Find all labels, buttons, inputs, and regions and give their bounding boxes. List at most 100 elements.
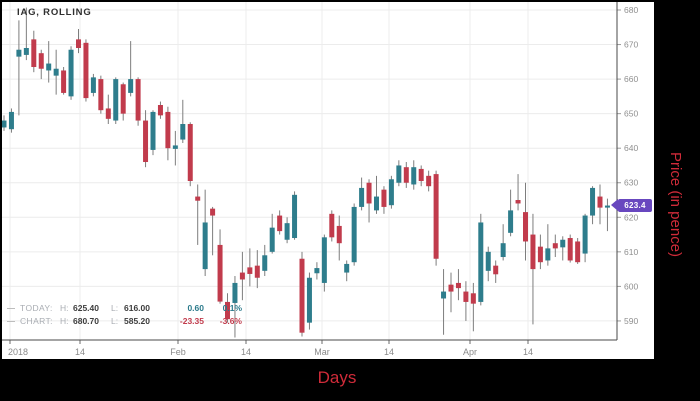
candle-body[interactable] bbox=[23, 48, 29, 55]
candle-body[interactable] bbox=[187, 124, 193, 182]
candle-body[interactable] bbox=[411, 167, 417, 185]
candle-body[interactable] bbox=[299, 258, 305, 333]
candle-body[interactable] bbox=[157, 105, 163, 116]
candle-body[interactable] bbox=[485, 251, 491, 271]
y-tick-label: 640 bbox=[624, 143, 638, 153]
y-tick-label: 620 bbox=[624, 212, 638, 222]
candle-body[interactable] bbox=[433, 174, 439, 259]
candle-body[interactable] bbox=[448, 284, 454, 292]
candle-body[interactable] bbox=[172, 145, 178, 149]
candle-body[interactable] bbox=[247, 267, 253, 274]
candle-body[interactable] bbox=[523, 212, 528, 242]
candle-body[interactable] bbox=[582, 215, 588, 254]
today-label: TODAY: bbox=[20, 303, 53, 313]
candle-body[interactable] bbox=[597, 196, 603, 208]
candlestick-chart[interactable]: 680 670 660 650 640 630 620 610 600 590 2018 14 Feb 1… bbox=[2, 2, 654, 359]
chart-symbol-title: IAG, ROLLING bbox=[17, 7, 92, 18]
candle-body[interactable] bbox=[98, 79, 104, 111]
candle-body[interactable] bbox=[321, 237, 327, 283]
candle-body[interactable] bbox=[232, 282, 238, 303]
candle-body[interactable] bbox=[396, 165, 402, 183]
candle-body[interactable] bbox=[16, 49, 22, 57]
candle-body[interactable] bbox=[120, 84, 126, 114]
candle-body[interactable] bbox=[195, 196, 201, 201]
candle-body[interactable] bbox=[31, 39, 37, 68]
candle-body[interactable] bbox=[180, 124, 186, 140]
candle-body[interactable] bbox=[113, 79, 119, 121]
candle-body[interactable] bbox=[441, 291, 447, 299]
candle-body[interactable] bbox=[38, 53, 44, 69]
candle-body[interactable] bbox=[53, 68, 59, 76]
y-tick-label: 590 bbox=[624, 316, 638, 326]
candle-body[interactable] bbox=[277, 215, 283, 232]
candle-body[interactable] bbox=[284, 223, 290, 240]
candle-body[interactable] bbox=[567, 238, 573, 261]
candle-body[interactable] bbox=[418, 168, 424, 182]
candle-body[interactable] bbox=[344, 263, 350, 273]
candle-body[interactable] bbox=[150, 111, 156, 150]
x-tick-label: Mar bbox=[314, 347, 330, 357]
candle-body[interactable] bbox=[61, 70, 67, 93]
today-high-value: 625.40 bbox=[73, 303, 99, 313]
candle-body[interactable] bbox=[254, 265, 260, 278]
candle-body[interactable] bbox=[68, 49, 74, 97]
candle-body[interactable] bbox=[314, 268, 320, 274]
candle-body[interactable] bbox=[374, 196, 379, 211]
candle-body[interactable] bbox=[508, 210, 514, 233]
chart-low-label: L: bbox=[111, 316, 119, 326]
candle-body[interactable] bbox=[604, 205, 610, 208]
candle-body[interactable] bbox=[515, 200, 521, 204]
candle-body[interactable] bbox=[239, 272, 245, 280]
x-tick-label: 14 bbox=[523, 347, 533, 357]
candle-body[interactable] bbox=[225, 301, 230, 320]
candle-body[interactable] bbox=[329, 213, 335, 238]
candle-body[interactable] bbox=[552, 243, 558, 249]
candle-body[interactable] bbox=[493, 265, 499, 275]
candle-body[interactable] bbox=[202, 222, 208, 270]
candle-body[interactable] bbox=[217, 244, 223, 302]
candle-body[interactable] bbox=[128, 79, 134, 93]
candle-body[interactable] bbox=[500, 243, 506, 258]
candle-body[interactable] bbox=[8, 111, 14, 130]
candle-body[interactable] bbox=[306, 277, 312, 323]
candle-body[interactable] bbox=[2, 120, 7, 128]
candle-body[interactable] bbox=[366, 182, 372, 204]
candle-body[interactable] bbox=[455, 282, 461, 289]
candle-body[interactable] bbox=[210, 208, 216, 216]
candle-body[interactable] bbox=[470, 293, 476, 304]
y-axis-title: Price (in pence) bbox=[667, 152, 684, 258]
candle-body[interactable] bbox=[351, 206, 357, 263]
candle-body[interactable] bbox=[381, 189, 387, 207]
candle-body[interactable] bbox=[83, 42, 89, 99]
candle-body[interactable] bbox=[46, 63, 52, 71]
candle-body[interactable] bbox=[426, 175, 432, 187]
candle-body[interactable] bbox=[143, 120, 149, 163]
candle-body[interactable] bbox=[292, 194, 298, 239]
candle-body[interactable] bbox=[478, 222, 484, 302]
candle-body[interactable] bbox=[336, 225, 342, 244]
candle-body[interactable] bbox=[545, 248, 551, 261]
candle-body[interactable] bbox=[262, 255, 268, 271]
x-tick-label: 14 bbox=[241, 347, 251, 357]
candle-body[interactable] bbox=[359, 187, 365, 207]
candle-body[interactable] bbox=[90, 77, 96, 93]
row-dash-icon bbox=[7, 308, 15, 309]
candle-body[interactable] bbox=[590, 187, 596, 216]
candle-body[interactable] bbox=[105, 108, 111, 119]
ohlc-status-overlay: TODAY: H: 625.40 L: 616.00 0.60 0.1% CHA… bbox=[7, 302, 242, 328]
candle-body[interactable] bbox=[135, 79, 141, 121]
candle-body[interactable] bbox=[403, 167, 409, 183]
candle-body[interactable] bbox=[530, 234, 536, 270]
chart-panel: 680 670 660 650 640 630 620 610 600 590 2018 14 Feb 1… bbox=[2, 2, 654, 359]
candle-body[interactable] bbox=[463, 291, 469, 302]
candle-body[interactable] bbox=[560, 239, 566, 248]
candle-body[interactable] bbox=[388, 179, 394, 206]
last-price-tag[interactable]: 623.4 bbox=[611, 199, 652, 212]
candle-body[interactable] bbox=[575, 241, 581, 263]
y-tick-label: 650 bbox=[624, 109, 638, 119]
candle-body[interactable] bbox=[537, 246, 543, 263]
candle-body[interactable] bbox=[165, 111, 171, 149]
today-low-label: L: bbox=[111, 303, 119, 313]
candle-body[interactable] bbox=[269, 227, 275, 252]
candle-body[interactable] bbox=[76, 39, 81, 49]
